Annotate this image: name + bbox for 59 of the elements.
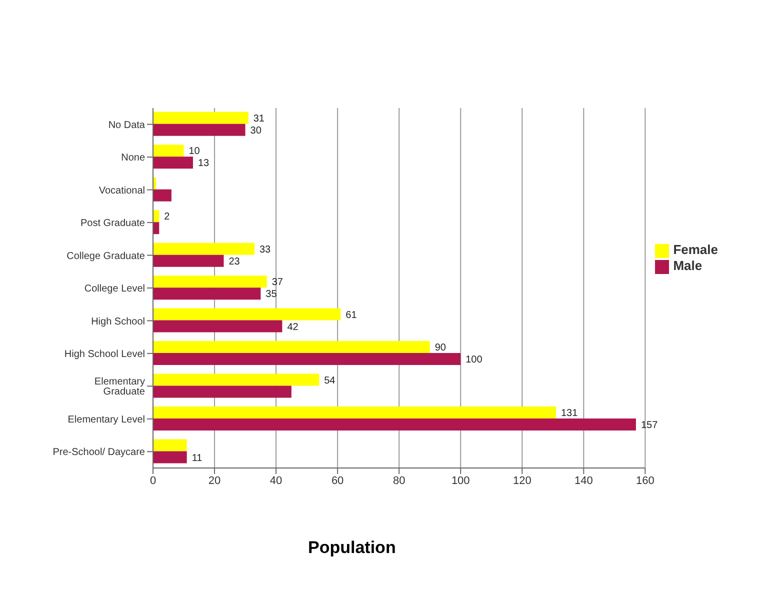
bar [153,189,172,202]
y-tick-label: Pre-School/ Daycare [52,447,146,458]
bar [153,439,187,452]
data-label: 157 [640,420,658,432]
bar [153,320,282,332]
bar [153,288,261,300]
bar [153,353,461,366]
data-label: 2 [164,212,170,223]
y-tick-label: None [121,152,146,164]
bar [153,144,184,157]
bar [153,418,636,430]
y-tick-label: College Graduate [66,250,146,262]
bar [153,124,246,136]
data-label: 37 [272,277,284,288]
x-tick-label: 60 [331,474,344,487]
x-tick-label: 0 [150,474,156,487]
y-tick-label: Post Graduate [80,218,146,230]
data-label: 31 [253,113,265,124]
x-tick-label: 40 [270,474,282,487]
data-label: 35 [266,289,278,300]
bar [153,156,193,169]
data-label: 61 [346,310,358,321]
data-label: 30 [250,125,262,136]
bar [153,386,292,398]
x-tick-label: 100 [451,474,470,487]
bar [153,112,248,124]
x-tick-label: 160 [636,474,654,487]
data-label: 23 [228,256,240,268]
data-label: 131 [560,408,578,420]
data-label: 100 [466,354,483,366]
legend-label: Male [673,258,702,273]
bar [153,374,320,386]
y-tick-label: High School [91,316,145,328]
bar [153,308,341,320]
legend-label: Female [673,242,718,258]
data-label: 11 [192,452,203,464]
bar [153,242,255,255]
y-tick-label: Vocational [98,185,145,196]
bar [153,276,267,288]
y-tick-label: No Data [108,120,146,131]
bar [153,451,187,464]
data-label: 10 [188,146,200,158]
x-axis-title: Population [308,538,396,558]
data-label: 33 [260,244,272,256]
data-label: 13 [198,158,210,170]
y-tick-label: College Level [84,284,145,295]
x-tick-label: 80 [392,474,406,487]
x-tick-label: 140 [574,474,593,487]
y-tick-label: High School Level [64,349,145,360]
y-tick-label: Elementary Graduate [94,376,146,398]
bar [153,254,224,267]
x-tick-label: 20 [208,474,221,487]
y-tick-label: Elementary Level [68,414,145,426]
data-label: 42 [287,322,299,333]
data-label: 90 [434,342,446,354]
bar [153,341,430,354]
x-tick-label: 120 [512,474,532,487]
bar [153,406,556,418]
data-label: 54 [324,375,336,386]
